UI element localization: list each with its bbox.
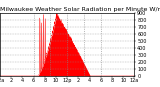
Text: Milwaukee Weather Solar Radiation per Minute W/m2 (Last 24 Hours): Milwaukee Weather Solar Radiation per Mi…: [0, 7, 160, 12]
